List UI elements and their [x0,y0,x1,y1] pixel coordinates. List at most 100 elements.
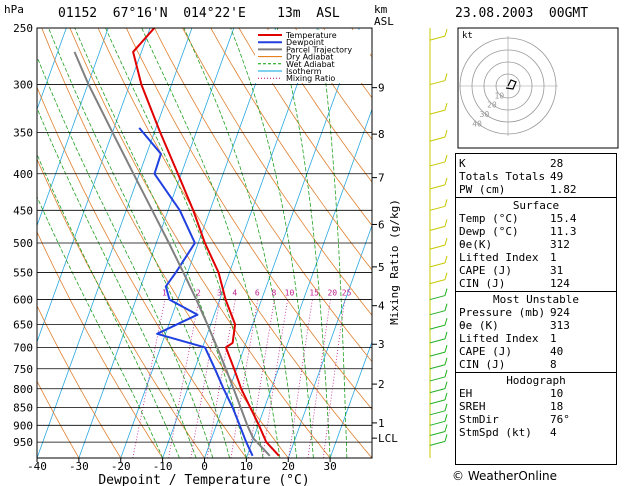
pressure-tick-label: 450 [13,204,33,217]
hodograph-unit: kt [462,31,473,41]
stat-value: 1 [550,251,557,264]
wind-barb-flag [444,414,448,422]
mixing-ratio-line [322,299,346,458]
wind-barb [429,262,446,268]
wind-barb-flag [444,344,448,353]
legend-entry: Parcel Trajectory [286,45,352,54]
wind-barb-flag [444,403,448,411]
pressure-tick-label: 350 [13,126,33,139]
km-tick-label: 5 [378,261,385,274]
stat-label: StmSpd (kt) [459,426,532,439]
stat-row: StmSpd (kt) 4 [456,426,616,439]
mixing-ratio-label: 20 [327,289,337,298]
stat-label: CIN (J) [459,358,506,371]
stat-label: SREH [459,400,486,413]
stat-value: 49 [550,170,564,183]
stat-section-title: Surface [512,199,560,212]
station-info: 01152 67°16'N 014°22'E 13m ASL [58,6,340,21]
dry-adiabat-line [37,380,80,458]
stat-value: 15.4 [550,212,577,225]
stat-label: K [459,157,466,170]
wind-barb-flag [444,424,448,432]
mixing-ratio-label: 10 [285,289,295,298]
mixing-ratio-label: 15 [309,289,319,298]
wind-barb-flag [444,154,448,163]
dry-adiabat-line [210,28,372,271]
pressure-tick-label: 850 [13,402,33,415]
axes: 1 2 3 4 6 8 10 15 20 2525030035040045050055060065… [4,3,401,486]
wind-barb-flag [444,381,448,389]
mixing-ratio-label: 4 [232,289,237,298]
dry-adiabat-line [69,28,331,458]
temperature-tick-label: -40 [27,460,47,473]
temperature-tick-label: 0 [201,460,208,473]
wind-barb [429,205,446,211]
stat-divider [456,197,616,198]
pressure-tick-label: 750 [13,363,33,376]
stat-row: Dewp (°C) 11.3 [456,225,616,238]
dry-adiabat-line [41,28,289,458]
stat-row: PW (cm) 1.82 [456,183,616,196]
wind-barb-flag [444,129,448,138]
wind-barb-flag [444,369,448,378]
wind-barb [429,364,446,370]
mixing-ratio-label: 1 [162,289,167,298]
stat-value: 28 [550,157,564,170]
temperature-tick-label: -10 [153,460,173,473]
wet-adiabat-line [141,28,281,458]
stat-divider [456,291,616,292]
stat-row: K 28 [456,157,616,170]
pressure-tick-label: 700 [13,341,33,354]
stat-value: 313 [550,319,570,332]
stat-value: 1.82 [550,183,577,196]
mixing-ratio-label: 6 [255,289,260,298]
stat-label: θe (K) [459,319,499,332]
pressure-tick-label: 500 [13,237,33,250]
isotherm-line [329,340,372,458]
series-parcel-trajectory [73,51,271,457]
wind-barb [429,295,446,301]
stat-value: 11.3 [550,225,577,238]
wind-barb [429,279,446,285]
mixing-ratio-line [132,299,166,458]
stat-row: StmDir 76° [456,413,616,426]
dry-adiabat-line [266,28,372,183]
wind-barb-flag [444,238,448,246]
series-dewpoint [138,127,254,457]
sounding-datetime: 23.08.2003 00GMT [455,6,589,21]
dry-adiabat-line [154,28,372,363]
wind-barb [429,420,446,426]
km-tick-label: LCL [378,432,398,445]
wind-barb [429,388,446,394]
hodograph-ring-label: 20 [487,101,497,110]
wind-barb [429,109,446,115]
series-temperature [132,28,280,457]
wind-barb [429,225,446,231]
km-tick-label: 2 [378,378,385,391]
km-tick-label: 6 [378,218,385,231]
temperature-tick-label: 30 [324,460,337,473]
stat-row: CIN (J) 124 [456,277,616,290]
stat-value: 1 [550,332,557,345]
stat-value: 124 [550,277,570,290]
stat-label: CAPE (J) [459,345,512,358]
wind-barb-flag [444,434,448,442]
pressure-tick-label: 950 [13,436,33,449]
dry-adiabat-line [37,231,163,458]
wind-barb [429,184,446,190]
mixing-ratio-label: 8 [271,289,276,298]
pressure-tick-label: 800 [13,383,33,396]
pressure-tick-label: 400 [13,168,33,181]
wind-barb-flag [444,272,448,280]
km-tick-label: 9 [378,82,385,95]
stat-row: CIN (J) 8 [456,358,616,371]
stat-label: CAPE (J) [459,264,512,277]
wind-barb-flag [444,392,448,401]
wind-barbs [429,28,448,458]
wind-barb [429,376,446,382]
mixing-ratio-line [206,299,236,458]
stats-panel: K 28 Totals Totals 49 PW (cm) 1.82 Surface Temp… [455,153,617,465]
km-tick-label: 1 [378,417,385,430]
hodograph-trace [505,79,517,90]
wind-barb-flag [444,317,448,326]
